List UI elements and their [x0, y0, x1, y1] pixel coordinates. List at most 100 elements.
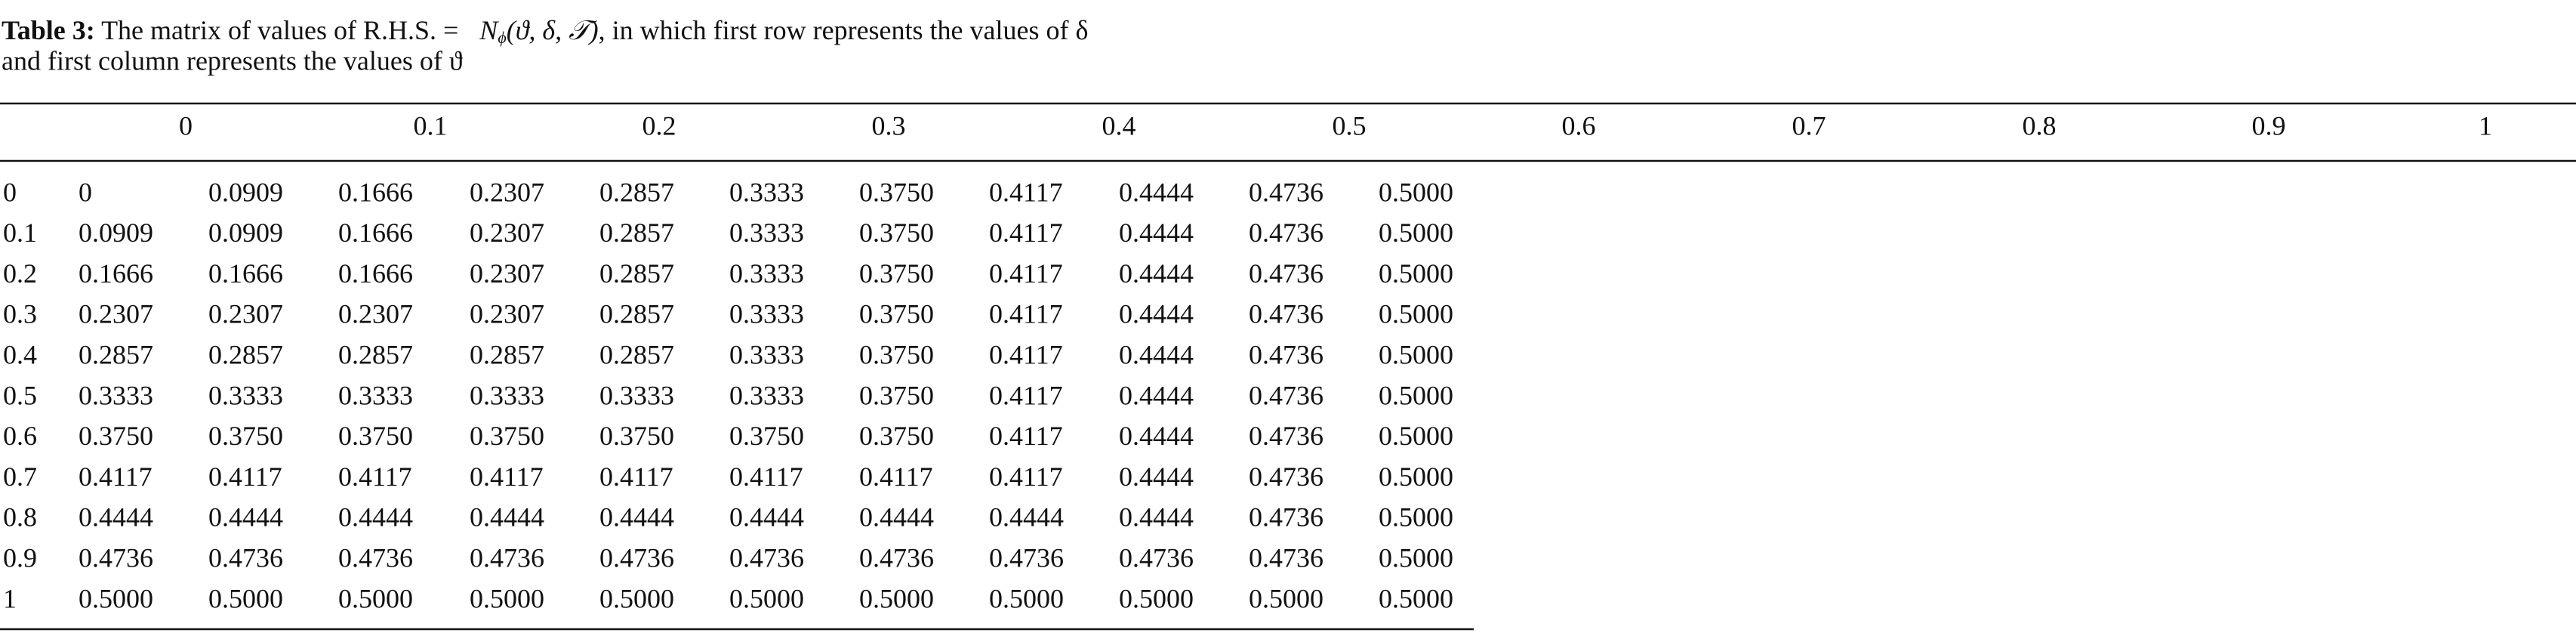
cell: 0.4736 [1249, 299, 1323, 329]
cell: 0.2857 [470, 339, 544, 369]
cell: 0.5000 [989, 583, 1064, 613]
header-cell: 0.5 [1333, 110, 1367, 140]
cell: 0.5000 [1379, 502, 1453, 533]
cell: 0.4444 [1119, 218, 1194, 248]
cell: 0.4736 [1249, 380, 1323, 410]
cell: 0.4736 [729, 542, 804, 573]
cell: 0.4444 [1119, 339, 1194, 369]
cell: 0.5000 [1379, 421, 1453, 451]
cell: 0.3750 [79, 421, 153, 451]
cell: 0.1666 [338, 258, 413, 289]
cell: 0.3750 [859, 218, 934, 248]
cell: 0.3750 [859, 421, 934, 451]
cell: 0.4736 [1249, 218, 1323, 248]
cell: 0.4444 [1119, 177, 1194, 207]
cell: 0.3333 [729, 258, 804, 289]
cell: 0.4736 [470, 542, 544, 573]
row-label: 0.8 [3, 502, 37, 533]
row-label: 0.5 [3, 380, 37, 410]
cell: 0.3750 [859, 339, 934, 369]
cell: 0.3750 [859, 258, 934, 289]
caption-line-1: Table 3: The matrix of values of R.H.S. … [2, 15, 1088, 47]
header-cell: 0 [179, 110, 193, 140]
cell: 0.5000 [859, 583, 934, 613]
row-label: 1 [3, 583, 17, 613]
cell: 0.5000 [599, 583, 674, 613]
cell: 0.4444 [1119, 462, 1194, 492]
cell: 0.4444 [859, 502, 934, 533]
cell: 0.3333 [338, 380, 413, 410]
cell: 0.2857 [599, 299, 674, 329]
row-label: 0.2 [3, 258, 37, 289]
cell: 0.3750 [208, 421, 283, 451]
cell: 0.4117 [989, 258, 1063, 289]
caption-label: Table 3: [2, 15, 95, 45]
cell: 0.2857 [599, 218, 674, 248]
row-label: 0 [3, 177, 17, 207]
cell: 0.4117 [338, 462, 412, 492]
cell: 0.4736 [1249, 177, 1323, 207]
cell: 0.4736 [599, 542, 674, 573]
cell: 0.3333 [729, 177, 804, 207]
cell: 0.3750 [859, 299, 934, 329]
cell: 0.4117 [989, 462, 1063, 492]
cell: 0.2857 [599, 177, 674, 207]
cell: 0.3333 [729, 380, 804, 410]
cell: 0.0909 [79, 218, 153, 248]
cell: 0.4117 [989, 380, 1063, 410]
cell: 0.4444 [208, 502, 283, 533]
cell: 0.0909 [208, 177, 283, 207]
cell: 0.4117 [470, 462, 544, 492]
header-cell: 0.8 [2023, 110, 2057, 140]
cell: 0.4117 [989, 421, 1063, 451]
caption-math: N [479, 15, 499, 45]
header-cell: 0.4 [1102, 110, 1136, 140]
row-label: 0.7 [3, 462, 37, 492]
cell: 0.4444 [338, 502, 413, 533]
caption-text: The matrix of values of R.H.S. = [101, 15, 458, 45]
cell: 0.1666 [338, 218, 413, 248]
cell: 0.4736 [1249, 542, 1323, 573]
cell: 0.4736 [1249, 421, 1323, 451]
cell: 0.2857 [338, 339, 413, 369]
cell: 0.5000 [1379, 339, 1453, 369]
cell: 0.5000 [1379, 542, 1453, 573]
cell: 0.4117 [989, 177, 1063, 207]
row-label: 0.6 [3, 421, 37, 451]
cell: 0.4444 [599, 502, 674, 533]
cell: 0.4736 [338, 542, 413, 573]
cell: 0.4117 [989, 218, 1063, 248]
cell: 0.4736 [1249, 462, 1323, 492]
cell: 0.5000 [1379, 177, 1453, 207]
header-cell: 0.3 [872, 110, 906, 140]
cell: 0.3333 [729, 339, 804, 369]
header-cell: 0.7 [1792, 110, 1826, 140]
caption-math-args: (ϑ, δ, 𝒯) [507, 15, 599, 45]
cell: 0.1666 [208, 258, 283, 289]
row-label: 0.3 [3, 299, 37, 329]
cell: 0.3333 [729, 299, 804, 329]
cell: 0.2307 [470, 218, 544, 248]
cell: 0.4444 [470, 502, 544, 533]
cell: 0.2307 [470, 258, 544, 289]
cell: 0.3333 [599, 380, 674, 410]
cell: 0.3750 [470, 421, 544, 451]
cell: 0.4736 [208, 542, 283, 573]
caption-text: , in which first row represents the valu… [599, 15, 1089, 45]
header-cell: 0.6 [1562, 110, 1596, 140]
cell: 0.4117 [989, 299, 1063, 329]
cell: 0.1666 [79, 258, 153, 289]
cell: 0.2307 [79, 299, 153, 329]
cell: 0.4444 [989, 502, 1064, 533]
cell: 0.5000 [338, 583, 413, 613]
cell: 0.3750 [859, 177, 934, 207]
cell: 0.2307 [470, 177, 544, 207]
cell: 0.4117 [79, 462, 153, 492]
cell: 0.5000 [1379, 380, 1453, 410]
cell: 0.4736 [859, 542, 934, 573]
cell: 0.2307 [470, 299, 544, 329]
cell: 0.2857 [79, 339, 153, 369]
cell: 0.4736 [79, 542, 153, 573]
cell: 0.5000 [79, 583, 153, 613]
